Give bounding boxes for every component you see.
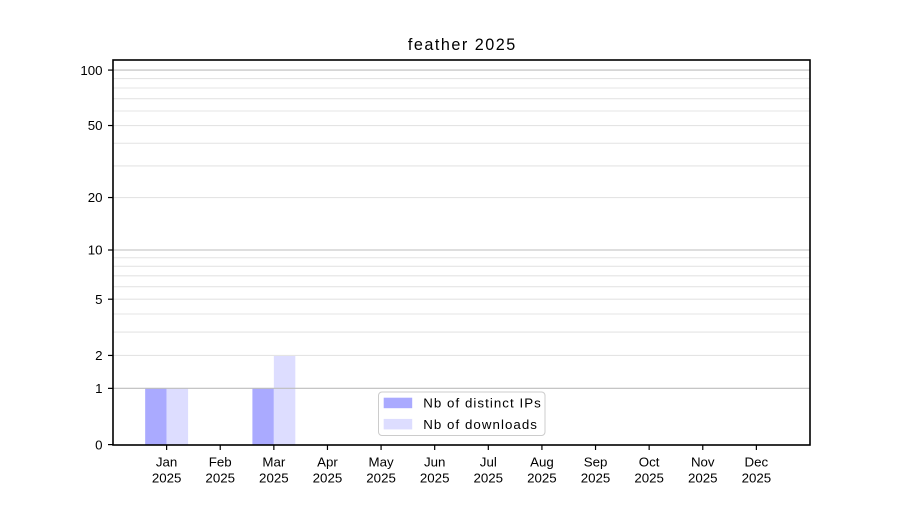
svg-text:2: 2 bbox=[95, 348, 102, 363]
svg-text:2025: 2025 bbox=[688, 471, 718, 486]
svg-text:Nb of downloads: Nb of downloads bbox=[423, 417, 538, 432]
svg-text:2025: 2025 bbox=[742, 471, 772, 486]
svg-text:May: May bbox=[369, 455, 394, 470]
svg-text:100: 100 bbox=[80, 63, 102, 78]
svg-text:5: 5 bbox=[95, 292, 102, 307]
svg-text:0: 0 bbox=[95, 437, 102, 452]
svg-text:50: 50 bbox=[88, 118, 103, 133]
svg-text:2025: 2025 bbox=[420, 471, 450, 486]
svg-text:2025: 2025 bbox=[205, 471, 235, 486]
svg-text:Sep: Sep bbox=[584, 455, 608, 470]
svg-text:Apr: Apr bbox=[317, 455, 338, 470]
svg-text:Jan: Jan bbox=[156, 455, 177, 470]
svg-text:2025: 2025 bbox=[527, 471, 557, 486]
svg-text:Oct: Oct bbox=[639, 455, 660, 470]
svg-text:2025: 2025 bbox=[366, 471, 396, 486]
svg-text:Aug: Aug bbox=[530, 455, 554, 470]
svg-text:Mar: Mar bbox=[262, 455, 285, 470]
svg-text:2025: 2025 bbox=[634, 471, 664, 486]
svg-text:Nov: Nov bbox=[691, 455, 715, 470]
svg-text:2025: 2025 bbox=[313, 471, 343, 486]
svg-text:Dec: Dec bbox=[745, 455, 769, 470]
svg-text:2025: 2025 bbox=[259, 471, 289, 486]
svg-text:2025: 2025 bbox=[152, 471, 182, 486]
svg-text:2025: 2025 bbox=[581, 471, 611, 486]
svg-text:2025: 2025 bbox=[474, 471, 504, 486]
svg-text:Jun: Jun bbox=[424, 455, 445, 470]
svg-text:20: 20 bbox=[88, 190, 103, 205]
svg-text:feather 2025: feather 2025 bbox=[408, 36, 517, 54]
svg-text:Jul: Jul bbox=[480, 455, 497, 470]
svg-text:Feb: Feb bbox=[209, 455, 232, 470]
svg-text:Nb of distinct IPs: Nb of distinct IPs bbox=[423, 396, 542, 411]
svg-text:1: 1 bbox=[95, 381, 102, 396]
svg-text:10: 10 bbox=[88, 243, 103, 258]
